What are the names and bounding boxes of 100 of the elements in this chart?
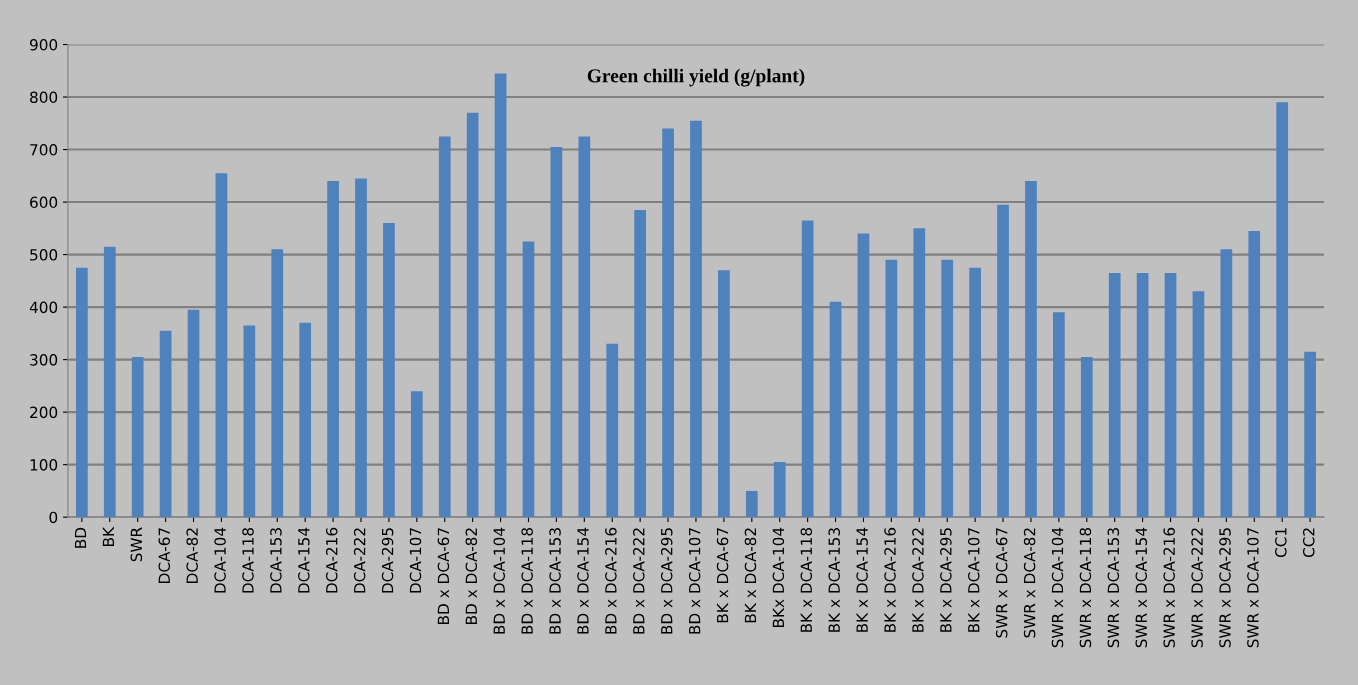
bar <box>1025 181 1037 518</box>
x-tick-label: DCA-118 <box>242 527 254 593</box>
x-tick-label: BD x DCA-104 <box>493 527 506 634</box>
x-tick-label: BD x DCA-154 <box>577 527 589 634</box>
bar <box>662 128 674 518</box>
bar <box>1053 312 1065 518</box>
x-tick-label: DCA-67 <box>158 528 171 583</box>
x-tick-label: BD x DCA-216 <box>605 527 617 634</box>
bar <box>857 233 870 518</box>
bar <box>1164 272 1177 518</box>
bar <box>578 136 591 518</box>
bar <box>243 325 256 518</box>
bar <box>1080 357 1093 518</box>
x-tick-label: CC1 <box>1275 528 1287 558</box>
bar <box>76 267 88 518</box>
bar <box>355 178 367 518</box>
y-tick-label: 100 <box>30 459 58 471</box>
x-tick-label: SWR x DCA-216 <box>1163 527 1175 648</box>
bar <box>466 112 479 518</box>
y-tick-label: 900 <box>29 38 58 51</box>
bar <box>410 391 423 518</box>
bar <box>1276 102 1289 518</box>
x-tick-label: SWR x DCA-295 <box>1219 528 1231 648</box>
text: Green chilli yield (g/plant) <box>587 68 805 87</box>
bar <box>438 136 451 518</box>
x-tick-label: SWR x DCA-82 <box>1023 528 1036 638</box>
bar <box>299 322 312 518</box>
bar <box>634 209 647 518</box>
x-tick-label: BK x DCA-107 <box>968 528 980 632</box>
x-tick-label: SWR x DCA-107 <box>1247 528 1259 648</box>
bar <box>1136 272 1149 518</box>
x-tick-label: BD x DCA-118 <box>521 527 533 634</box>
bar <box>550 146 563 518</box>
x-tick-label: DCA-107 <box>409 528 422 593</box>
y-tick-label: 500 <box>30 249 58 261</box>
x-tick-label: DCA-216 <box>325 527 338 593</box>
bar <box>494 73 507 518</box>
x-tick-label: SWR x DCA-118 <box>1079 527 1092 648</box>
bar <box>522 241 535 518</box>
bar <box>969 267 981 518</box>
y-tick-label: 700 <box>30 144 58 156</box>
bar <box>829 301 842 518</box>
x-tick-label: BK x DCA-295 <box>940 528 952 632</box>
x-tick-label: BK x DCA-67 <box>716 528 729 623</box>
bar <box>801 220 814 518</box>
bar <box>773 462 786 518</box>
bar <box>997 204 1009 518</box>
x-tick-label: BD x DCA-222 <box>633 528 645 634</box>
bar <box>1220 249 1233 518</box>
x-tick-label: BD <box>74 527 87 548</box>
bar <box>745 490 758 518</box>
bar <box>1108 272 1121 518</box>
bar <box>913 228 926 518</box>
bar <box>690 120 702 518</box>
bar <box>187 309 200 518</box>
y-tick-label: 300 <box>30 354 58 366</box>
bar <box>159 330 172 518</box>
x-tick-label: DCA-153 <box>270 528 282 593</box>
x-tick-label: DCA-222 <box>353 528 366 593</box>
x-tick-label: BD x DCA-295 <box>660 528 673 634</box>
y-tick-label: 600 <box>30 196 58 209</box>
bar <box>215 173 228 518</box>
x-tick-label: BK x DCA-216 <box>884 527 896 632</box>
x-tick-label: DCA-295 <box>381 528 394 593</box>
y-tick-label: 0 <box>49 511 58 524</box>
x-tick-label: DCA-104 <box>214 527 226 593</box>
bar <box>271 249 284 518</box>
y-tick-label: 400 <box>29 301 58 314</box>
x-tick-label: SWR x DCA-153 <box>1107 528 1120 648</box>
x-tick-label: BD x DCA-67 <box>437 528 450 624</box>
bar <box>131 357 144 518</box>
bar <box>1248 230 1261 518</box>
x-tick-label: BK x DCA-82 <box>744 528 757 623</box>
x-tick-label: DCA-154 <box>298 527 310 593</box>
x-tick-label: BK x DCA-153 <box>828 528 840 632</box>
bar <box>103 246 116 518</box>
bar <box>606 343 619 518</box>
x-tick-label: BKx DCA-104 <box>772 527 785 628</box>
x-tick-label: BD x DCA-107 <box>688 528 701 634</box>
x-tick-label: BK x DCA-154 <box>856 527 868 632</box>
bar <box>941 259 954 518</box>
bar <box>1192 291 1205 518</box>
x-tick-label: SWR x DCA-104 <box>1051 527 1064 648</box>
bar <box>885 259 898 518</box>
x-tick-label: BK x DCA-118 <box>800 527 813 632</box>
bar <box>1304 351 1316 518</box>
x-tick-label: SWR x DCA-67 <box>995 528 1008 638</box>
bar <box>327 181 339 518</box>
y-tick-label: 200 <box>30 406 58 419</box>
bar <box>383 223 395 518</box>
x-tick-label: BK <box>102 526 114 546</box>
x-tick-label: BD x DCA-153 <box>549 528 561 634</box>
bar <box>718 270 730 518</box>
x-tick-label: CC2 <box>1302 528 1315 558</box>
x-tick-label: SWR x DCA-154 <box>1135 527 1148 648</box>
x-tick-label: BD x DCA-82 <box>465 528 478 624</box>
x-tick-label: SWR <box>130 527 143 562</box>
y-tick-label: 800 <box>30 91 58 104</box>
x-tick-label: SWR x DCA-222 <box>1191 528 1203 648</box>
x-tick-label: DCA-82 <box>186 528 198 583</box>
